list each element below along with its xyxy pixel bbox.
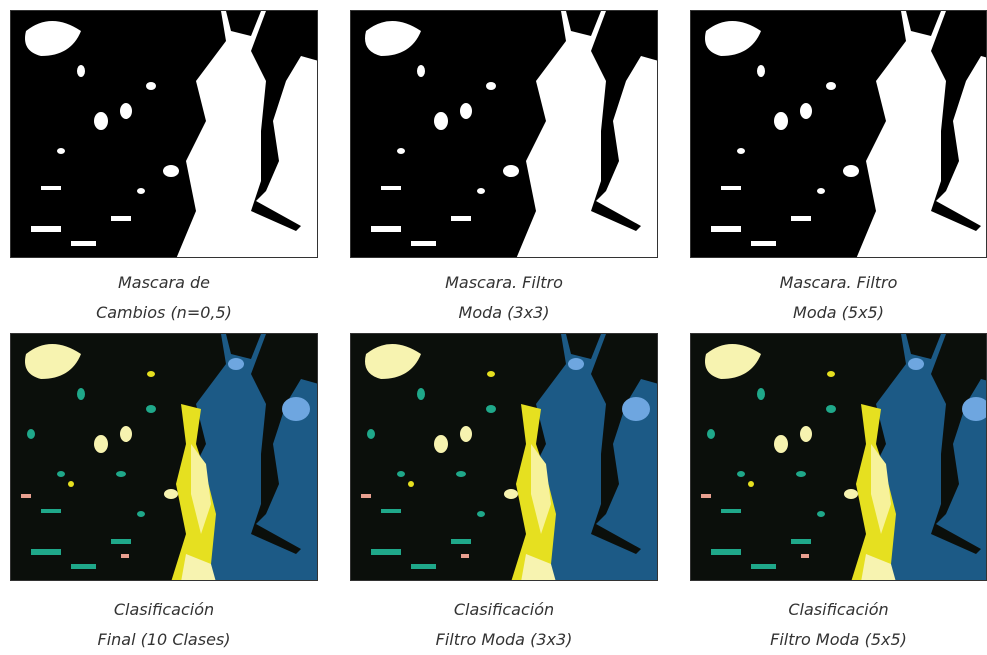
caption-line: Mascara. Filtro — [350, 268, 658, 298]
mask-image — [10, 10, 318, 258]
caption-line: Cambios (n=0,5) — [10, 298, 318, 328]
caption-line: Clasificación — [10, 595, 318, 625]
caption-line: Moda (5x5) — [690, 298, 987, 328]
caption-line: Clasificación — [690, 595, 987, 625]
caption-line: Filtro Moda (3x3) — [350, 625, 658, 655]
classification-image — [10, 333, 318, 581]
caption-line: Mascara. Filtro — [690, 268, 987, 298]
caption-line: Filtro Moda (5x5) — [690, 625, 987, 655]
classification-image — [350, 333, 658, 581]
caption-line: Final (10 Clases) — [10, 625, 318, 655]
caption-line: Moda (3x3) — [350, 298, 658, 328]
figure: {"captions": [ {"line1": "Mascara de", "… — [0, 0, 987, 652]
classification-image — [690, 333, 987, 581]
caption-line: Mascara de — [10, 268, 318, 298]
caption-line: Clasificación — [350, 595, 658, 625]
mask-image — [350, 10, 658, 258]
mask-image — [690, 10, 987, 258]
